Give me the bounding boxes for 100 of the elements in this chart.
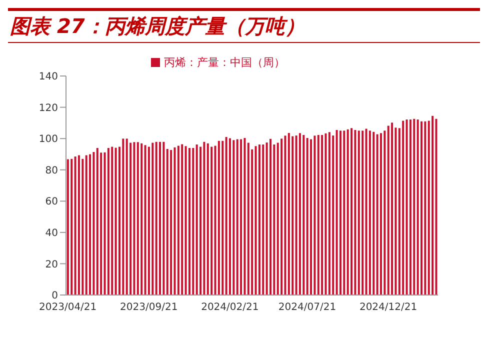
- bar: [152, 142, 154, 295]
- bar: [222, 140, 224, 295]
- bar: [284, 136, 286, 295]
- bar: [130, 142, 132, 295]
- bar: [298, 133, 301, 295]
- bar: [70, 158, 73, 295]
- bar: [196, 144, 198, 295]
- bar: [262, 144, 264, 295]
- bar: [362, 130, 364, 295]
- bar: [206, 143, 209, 295]
- bar: [236, 139, 238, 295]
- bar: [66, 159, 69, 295]
- bar: [111, 146, 114, 295]
- bar: [321, 134, 324, 295]
- bar: [126, 138, 128, 295]
- bar: [314, 136, 316, 295]
- bar: [409, 119, 412, 295]
- bar: [254, 146, 257, 295]
- x-tick-label: 2024/07/21: [278, 302, 336, 314]
- bar: [85, 155, 88, 295]
- bar: [78, 155, 80, 295]
- y-tick-label: 60: [45, 196, 58, 208]
- bar: [387, 126, 390, 295]
- bar: [188, 148, 190, 295]
- bar: [343, 130, 346, 295]
- bar: [136, 142, 139, 295]
- bar: [402, 120, 404, 295]
- bar: [266, 142, 268, 295]
- bar: [380, 133, 382, 295]
- bar: [350, 128, 353, 295]
- bar: [232, 140, 235, 295]
- bar: [406, 119, 408, 295]
- bar: [424, 121, 426, 295]
- bar: [317, 134, 320, 295]
- bar: [328, 132, 330, 295]
- bar: [144, 145, 146, 295]
- bar: [376, 134, 378, 295]
- bar: [306, 138, 308, 295]
- bar: [346, 129, 349, 295]
- bar: [92, 152, 95, 295]
- bar: [432, 116, 434, 295]
- bar: [240, 139, 242, 295]
- chart-title: 图表 27：丙烯周度产量（万吨）: [10, 14, 305, 38]
- y-tick-label: 20: [45, 259, 58, 270]
- y-tick-label: 120: [38, 102, 58, 114]
- bar: [339, 130, 342, 295]
- bar: [162, 142, 165, 295]
- y-tick-label: 100: [38, 134, 58, 146]
- bar: [384, 130, 386, 295]
- bar: [89, 154, 92, 295]
- bar: [416, 119, 419, 295]
- bar: [181, 144, 184, 295]
- bar: [170, 150, 172, 295]
- bar: [177, 146, 180, 295]
- x-tick-label: 2023/09/21: [120, 302, 178, 314]
- x-tick-label: 2024/02/21: [201, 302, 259, 314]
- bar: [391, 122, 394, 295]
- bar: [368, 130, 371, 295]
- bar: [413, 118, 416, 295]
- bar: [269, 138, 272, 295]
- bar: [302, 134, 305, 295]
- bar: [228, 138, 231, 295]
- x-tick-label: 2023/04/21: [39, 302, 97, 314]
- bar: [244, 138, 246, 295]
- bar: [214, 146, 216, 295]
- bar: [148, 146, 150, 295]
- legend-label: 丙烯：产量：中国（周）: [164, 56, 285, 69]
- bar: [365, 128, 368, 295]
- bar: [295, 135, 298, 295]
- bar: [247, 142, 250, 295]
- bar: [258, 144, 260, 295]
- bar: [82, 158, 84, 295]
- bar: [276, 142, 279, 295]
- bar: [358, 130, 360, 295]
- bar: [210, 146, 213, 295]
- bar: [155, 142, 158, 295]
- y-tick-label: 40: [45, 228, 58, 239]
- bar: [203, 142, 206, 295]
- bar: [96, 148, 98, 295]
- bar: [354, 130, 356, 295]
- bar: [420, 121, 423, 295]
- bar: [184, 146, 187, 295]
- x-tick-label: 2024/12/21: [359, 302, 418, 314]
- bar: [174, 147, 176, 295]
- bar: [218, 140, 220, 295]
- bar: [107, 148, 110, 295]
- bar: [74, 156, 76, 295]
- bar: [292, 136, 294, 295]
- bar: [192, 148, 194, 295]
- bar: [280, 138, 283, 295]
- y-tick-label: 80: [45, 165, 58, 176]
- y-tick-label: 0: [52, 290, 58, 302]
- bar: [372, 132, 375, 295]
- bar: [166, 149, 168, 295]
- bar: [122, 138, 124, 295]
- bar: [288, 132, 290, 295]
- bar: [225, 137, 228, 295]
- bar: [324, 133, 327, 295]
- bar: [104, 152, 106, 295]
- bar: [140, 143, 143, 295]
